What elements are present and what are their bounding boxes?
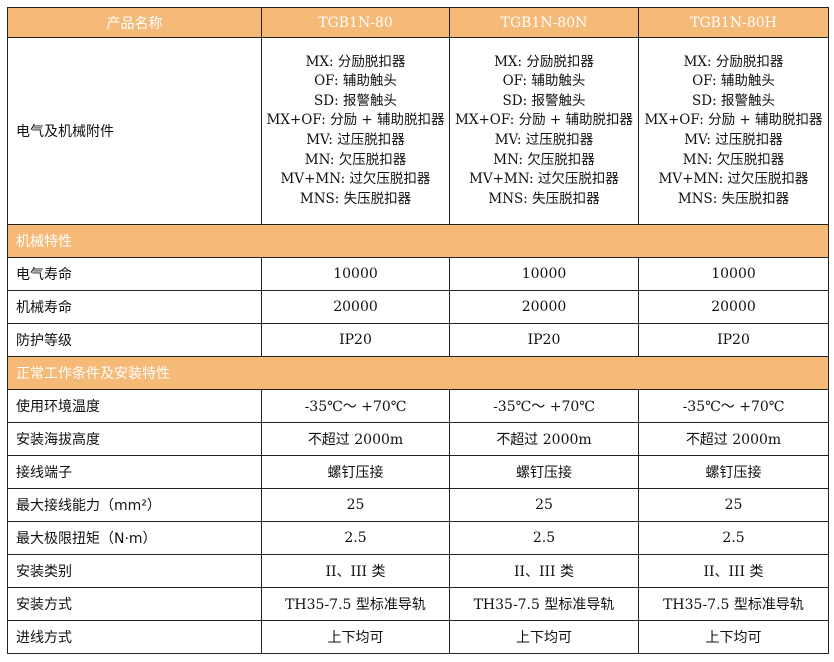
cell-value: 20000 — [261, 290, 450, 324]
section-header: 正常工作条件及安装特性 — [7, 356, 829, 390]
accessory-item: MN: 欠压脱扣器 — [304, 151, 407, 168]
cell-value: II、III 类 — [449, 554, 639, 588]
accessory-list: MX: 分励脱扣器 OF: 辅助触头 SD: 报警触头 MX+OF: 分励 + 辅助脱… — [261, 37, 450, 225]
table-row: 安装方式 TH35-7.5 型标准导轨 TH35-7.5 型标准导轨 TH35-7.5… — [7, 587, 829, 621]
accessory-item: OF: 辅助触头 — [314, 73, 397, 90]
header-row: 产品名称 TGB1N-80 TGB1N-80N TGB1N-80H — [7, 7, 829, 38]
table-row: 电气寿命 10000 10000 10000 — [7, 257, 829, 291]
model-header: TGB1N-80 — [261, 7, 450, 38]
model-header: TGB1N-80N — [449, 7, 639, 38]
table-row: 最大接线能力（mm²） 25 25 25 — [7, 488, 829, 522]
cell-value: 上下均可 — [638, 620, 829, 654]
accessory-item: MV+MN: 过欠压脱扣器 — [469, 171, 619, 188]
accessory-item: MX: 分励脱扣器 — [494, 53, 594, 70]
table-row: 接线端子 螺钉压接 螺钉压接 螺钉压接 — [7, 455, 829, 489]
cell-value: 上下均可 — [449, 620, 639, 654]
row-label: 机械寿命 — [7, 290, 262, 324]
row-label: 安装方式 — [7, 587, 262, 621]
accessory-item: SD: 报警触头 — [314, 92, 397, 109]
cell-value: -35℃～ +70℃ — [261, 389, 450, 423]
row-label: 安装类别 — [7, 554, 262, 588]
section-title: 正常工作条件及安装特性 — [7, 356, 829, 390]
accessory-list: MX: 分励脱扣器 OF: 辅助触头 SD: 报警触头 MX+OF: 分励 + 辅助脱… — [449, 37, 639, 225]
accessory-item: MV: 过压脱扣器 — [494, 132, 594, 148]
cell-value: 不超过 2000m — [261, 422, 450, 456]
row-label: 最大极限扭矩（N·m） — [7, 521, 262, 555]
table-row: 进线方式 上下均可 上下均可 上下均可 — [7, 620, 829, 654]
cell-value: -35℃～ +70℃ — [638, 389, 829, 423]
cell-value: 20000 — [449, 290, 639, 324]
row-label: 电气寿命 — [7, 257, 262, 291]
accessory-item: MN: 欠压脱扣器 — [493, 151, 595, 168]
accessory-item: MV: 过压脱扣器 — [684, 132, 783, 148]
cell-value: 2.5 — [261, 521, 450, 555]
accessories-row: 电气及机械附件 MX: 分励脱扣器 OF: 辅助触头 SD: 报警触头 MX+OF: … — [7, 37, 829, 225]
accessory-item: MX+OF: 分励 + 辅助脱扣器 — [266, 112, 445, 129]
cell-value: II、III 类 — [638, 554, 829, 588]
section-header: 机械特性 — [7, 224, 829, 258]
accessory-item: MX: 分励脱扣器 — [305, 53, 406, 70]
cell-value: IP20 — [638, 323, 829, 357]
accessory-item: OF: 辅助触头 — [692, 73, 775, 90]
cell-value: 螺钉压接 — [638, 455, 829, 489]
accessory-item: OF: 辅助触头 — [502, 73, 586, 90]
cell-value: IP20 — [449, 323, 639, 357]
table-row: 使用环境温度 -35℃～ +70℃ -35℃～ +70℃ -35℃～ +70℃ — [7, 389, 829, 423]
accessory-item: MX: 分励脱扣器 — [683, 53, 784, 70]
accessory-item: MV+MN: 过欠压脱扣器 — [658, 171, 809, 188]
cell-value: 10000 — [638, 257, 829, 291]
cell-value: 不超过 2000m — [638, 422, 829, 456]
accessory-item: MX+OF: 分励 + 辅助脱扣器 — [644, 112, 823, 129]
row-label: 电气及机械附件 — [7, 37, 262, 225]
cell-value: TH35-7.5 型标准导轨 — [261, 587, 450, 621]
section-title: 机械特性 — [7, 224, 829, 258]
cell-value: 25 — [449, 488, 639, 522]
accessory-list: MX: 分励脱扣器 OF: 辅助触头 SD: 报警触头 MX+OF: 分励 + 辅助脱… — [638, 37, 829, 225]
row-label: 进线方式 — [7, 620, 262, 654]
spec-table: 产品名称 TGB1N-80 TGB1N-80N TGB1N-80H 电气及机械附… — [7, 7, 829, 654]
table-row: 安装类别 II、III 类 II、III 类 II、III 类 — [7, 554, 829, 588]
accessory-item: MNS: 失压脱扣器 — [299, 190, 412, 207]
accessory-item: MV+MN: 过欠压脱扣器 — [280, 171, 431, 188]
cell-value: 螺钉压接 — [261, 455, 450, 489]
cell-value: 25 — [261, 488, 450, 522]
cell-value: 2.5 — [449, 521, 639, 555]
header-label: 产品名称 — [7, 7, 262, 38]
accessory-item: SD: 报警触头 — [502, 92, 586, 109]
cell-value: 不超过 2000m — [449, 422, 639, 456]
row-label: 最大接线能力（mm²） — [7, 488, 262, 522]
row-label: 使用环境温度 — [7, 389, 262, 423]
table-row: 安装海拔高度 不超过 2000m 不超过 2000m 不超过 2000m — [7, 422, 829, 456]
row-label: 安装海拔高度 — [7, 422, 262, 456]
cell-value: TH35-7.5 型标准导轨 — [449, 587, 639, 621]
accessory-item: MNS: 失压脱扣器 — [677, 190, 790, 207]
cell-value: 2.5 — [638, 521, 829, 555]
accessory-item: MN: 欠压脱扣器 — [682, 151, 785, 168]
cell-value: 20000 — [638, 290, 829, 324]
cell-value: -35℃～ +70℃ — [449, 389, 639, 423]
accessory-item: MX+OF: 分励 + 辅助脱扣器 — [455, 112, 633, 129]
accessory-item: MV: 过压脱扣器 — [306, 132, 405, 148]
model-header: TGB1N-80H — [638, 7, 829, 38]
cell-value: 上下均可 — [261, 620, 450, 654]
accessory-item: MNS: 失压脱扣器 — [488, 190, 600, 207]
table-row: 防护等级 IP20 IP20 IP20 — [7, 323, 829, 357]
cell-value: 螺钉压接 — [449, 455, 639, 489]
cell-value: TH35-7.5 型标准导轨 — [638, 587, 829, 621]
table-row: 机械寿命 20000 20000 20000 — [7, 290, 829, 324]
row-label: 防护等级 — [7, 323, 262, 357]
cell-value: IP20 — [261, 323, 450, 357]
cell-value: 10000 — [449, 257, 639, 291]
accessory-item: SD: 报警触头 — [692, 92, 775, 109]
table-row: 最大极限扭矩（N·m） 2.5 2.5 2.5 — [7, 521, 829, 555]
cell-value: II、III 类 — [261, 554, 450, 588]
row-label: 接线端子 — [7, 455, 262, 489]
cell-value: 25 — [638, 488, 829, 522]
cell-value: 10000 — [261, 257, 450, 291]
